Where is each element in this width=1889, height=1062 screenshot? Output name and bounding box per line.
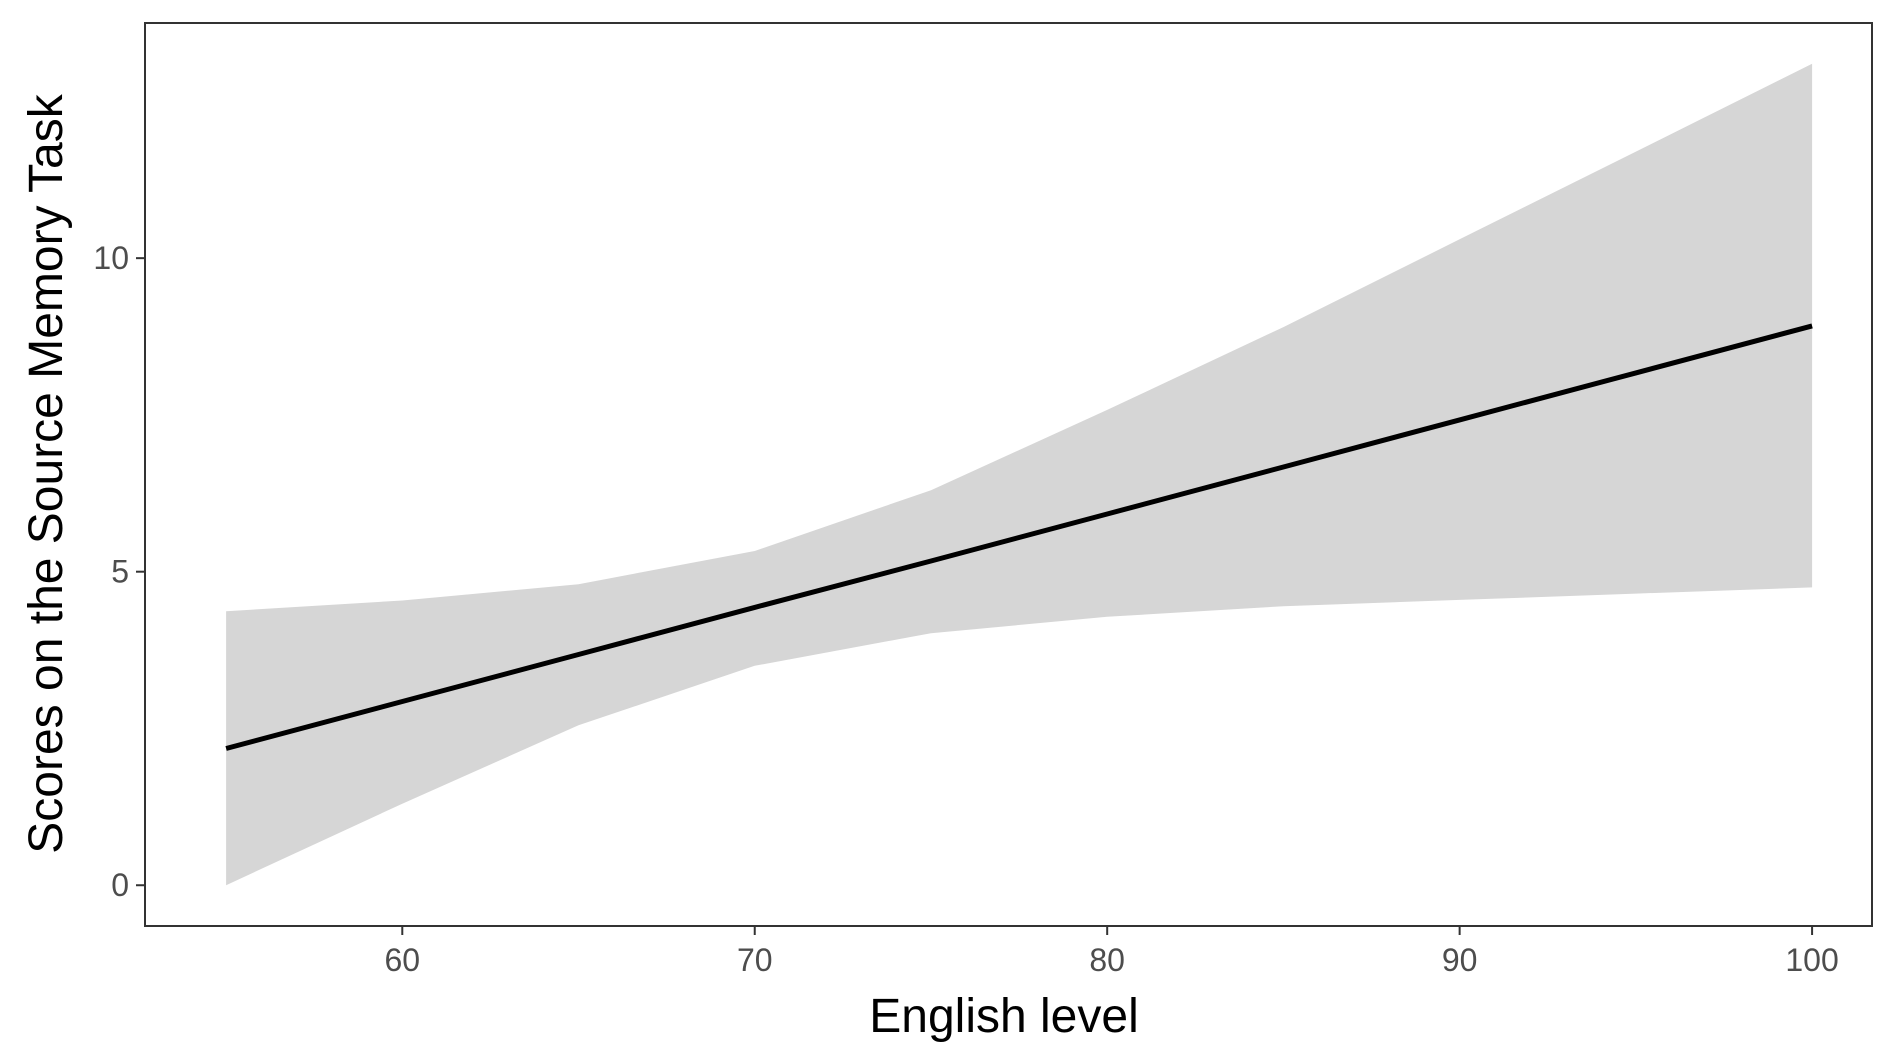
x-tick-label: 80 <box>1089 942 1125 978</box>
y-tick-label: 0 <box>111 867 129 903</box>
x-tick-label: 90 <box>1442 942 1478 978</box>
y-tick-label: 5 <box>111 554 129 590</box>
fit-line-layer <box>225 323 1813 751</box>
confidence-band <box>226 63 1813 886</box>
confidence-band-layer <box>226 63 1813 886</box>
y-tick-label: 10 <box>93 240 129 276</box>
x-axis: 60 70 80 90 100 <box>384 926 1839 978</box>
x-tick-label: 100 <box>1785 942 1838 978</box>
plot-border <box>144 22 1873 927</box>
x-tick-label: 60 <box>384 942 420 978</box>
x-axis-title: English level <box>869 990 1138 1043</box>
y-axis: 0 5 10 <box>93 240 145 903</box>
y-axis-title: Scores on the Source Memory Task <box>20 93 73 853</box>
x-tick-label: 70 <box>737 942 773 978</box>
fit-line <box>225 323 1813 751</box>
